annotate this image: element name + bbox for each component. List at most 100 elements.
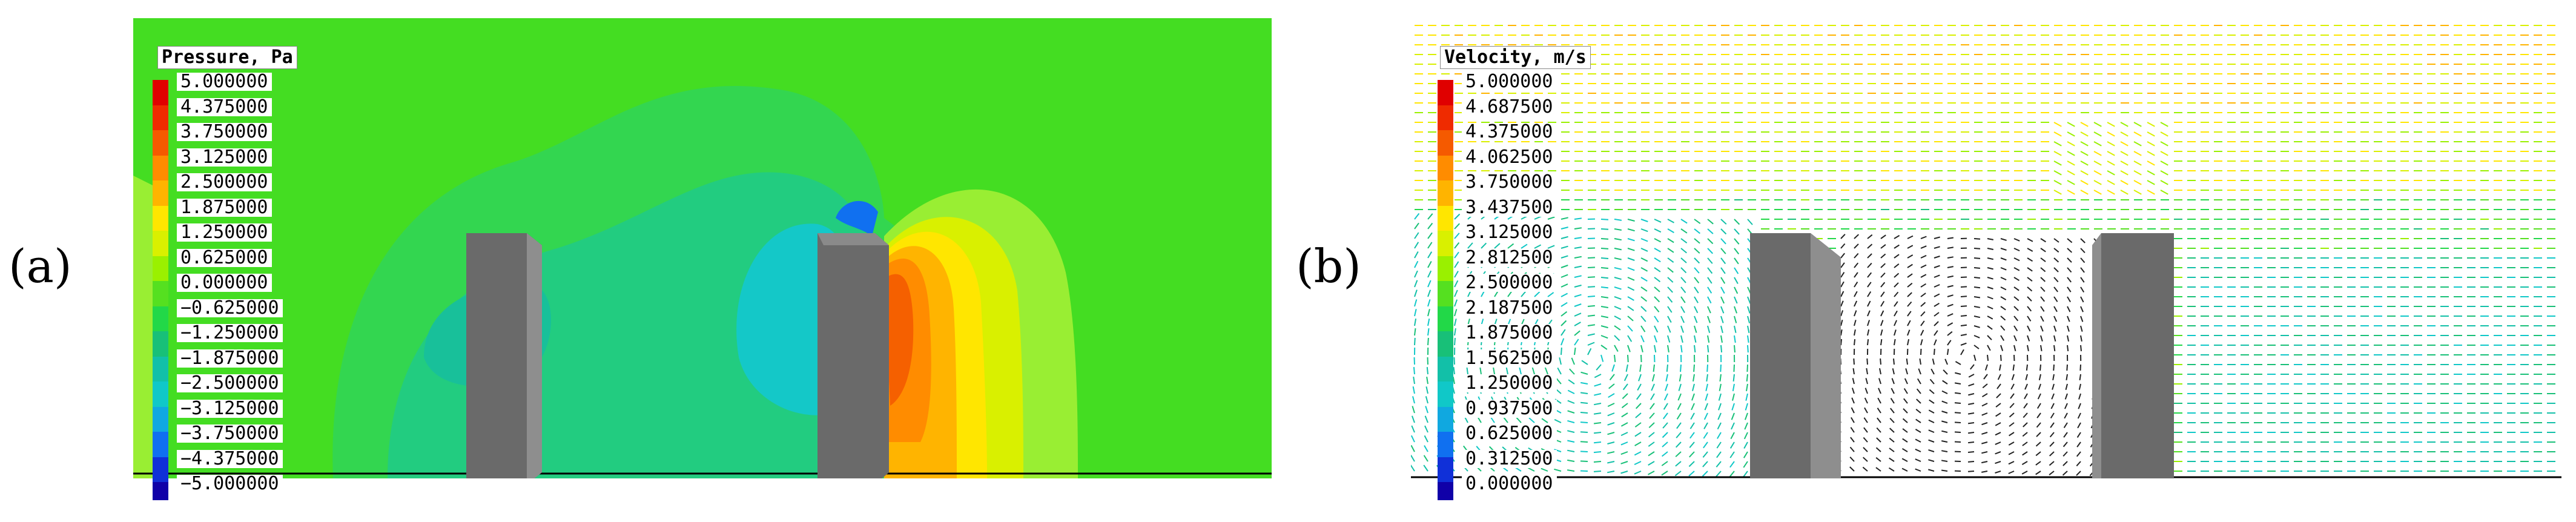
velocity-vector <box>1907 292 1912 297</box>
velocity-vector <box>1620 451 1628 455</box>
velocity-vector <box>1427 222 1433 230</box>
velocity-vector <box>1915 468 1921 472</box>
velocity-vector <box>2000 296 2007 300</box>
velocity-vector <box>1907 320 1911 326</box>
velocity-vector <box>1968 383 1975 387</box>
velocity-vector <box>1694 248 1700 254</box>
velocity-vector <box>2000 345 2004 351</box>
velocity-vector <box>1648 461 1655 466</box>
velocity-vector <box>2040 296 2045 302</box>
velocity-vector <box>1934 256 1940 259</box>
velocity-vector <box>1627 306 1634 311</box>
velocity-vector <box>1907 273 1913 278</box>
velocity-vector <box>2053 131 2062 137</box>
velocity-vector <box>1694 296 1699 303</box>
velocity-vector <box>1729 451 1735 458</box>
velocity-vector <box>1414 270 1418 278</box>
velocity-vector <box>1614 335 1620 342</box>
velocity-vector <box>1674 471 1682 477</box>
velocity-vector <box>1967 432 1975 434</box>
velocity-vector <box>1734 277 1739 284</box>
velocity-vector <box>1954 392 1961 394</box>
velocity-vector <box>1880 310 1884 317</box>
velocity-vector <box>1414 251 1419 259</box>
velocity-vector <box>1894 282 1899 288</box>
velocity-vector <box>2053 306 2058 312</box>
velocity-vector <box>1891 378 1895 385</box>
velocity-vector <box>2093 131 2102 137</box>
velocity-vector <box>2077 422 2081 429</box>
colorbar-segment <box>1438 281 1453 306</box>
colorbar-tick-label: −3.750000 <box>177 425 283 443</box>
velocity-vector <box>2013 345 2016 351</box>
velocity-vector <box>1636 393 1642 400</box>
colorbar-tick-label: 4.062500 <box>1462 148 1557 167</box>
velocity-vector <box>1627 267 1635 271</box>
velocity-vector <box>1854 320 1857 326</box>
velocity-vector <box>2160 160 2168 166</box>
velocity-vector <box>1567 449 1575 452</box>
velocity-vector <box>2021 471 2028 475</box>
velocity-vector <box>1654 238 1662 243</box>
velocity-vector <box>1902 418 1908 423</box>
velocity-vector <box>2067 248 2072 253</box>
velocity-vector <box>1720 228 1727 235</box>
velocity-vector <box>2000 267 2007 271</box>
velocity-vector <box>1414 309 1417 317</box>
velocity-vector <box>1880 329 1883 336</box>
colorbar-segment <box>153 155 168 180</box>
velocity-vector <box>1941 400 1948 404</box>
velocity-vector <box>2147 141 2155 147</box>
velocity-vector <box>1454 261 1459 268</box>
velocity-vector <box>1423 464 1428 472</box>
velocity-vector <box>1929 389 1935 394</box>
velocity-vector <box>2053 151 2062 156</box>
velocity-vector <box>1973 296 1981 299</box>
velocity-vector <box>2013 238 2020 242</box>
colorbar-tick-label: −4.375000 <box>177 449 283 468</box>
velocity-vector <box>1734 267 1739 274</box>
velocity-vector <box>1593 461 1602 463</box>
velocity-vector <box>1716 461 1722 467</box>
velocity-vector <box>2009 422 2015 427</box>
velocity-vector <box>1427 280 1432 288</box>
velocity-vector <box>1720 277 1726 284</box>
velocity-vector <box>1587 342 1595 346</box>
velocity-vector <box>1707 277 1712 284</box>
velocity-vector <box>2035 451 2041 457</box>
velocity-vector <box>1560 283 1568 288</box>
velocity-vector <box>1916 398 1921 404</box>
velocity-vector <box>1941 469 1948 472</box>
velocity-vector <box>1567 420 1575 423</box>
velocity-vector <box>2040 257 2046 262</box>
velocity-vector <box>1734 335 1736 343</box>
velocity-vector <box>1934 236 1940 239</box>
colorbar-segment <box>1438 482 1453 500</box>
panel-b-label: (b) <box>1296 239 1361 293</box>
velocity-vector <box>1865 378 1868 385</box>
velocity-vector <box>1947 340 1952 346</box>
colorbar-tick-label: 4.687500 <box>1462 97 1557 116</box>
velocity-vector <box>1995 422 2001 426</box>
velocity-vector <box>2160 190 2168 195</box>
velocity-vector <box>1574 237 1582 239</box>
velocity-vector <box>2067 345 2069 352</box>
velocity-colorbar <box>1438 80 1453 500</box>
velocity-vector <box>2067 296 2071 303</box>
velocity-vector <box>1934 284 1940 288</box>
velocity-vector <box>2040 286 2046 292</box>
velocity-vector <box>2035 461 2041 466</box>
velocity-vector <box>2008 461 2015 465</box>
velocity-vector <box>1694 267 1700 274</box>
velocity-vector <box>1890 398 1895 404</box>
velocity-vector <box>1593 441 1602 444</box>
velocity-vector <box>1894 339 1896 346</box>
velocity-vector <box>1876 437 1881 443</box>
velocity-vector <box>1413 367 1415 375</box>
velocity-vector <box>1694 335 1697 343</box>
velocity-vector <box>1719 383 1722 391</box>
velocity-vector <box>1676 412 1682 420</box>
velocity-vector <box>2107 131 2115 137</box>
velocity-vector <box>1427 309 1430 317</box>
velocity-vector <box>1414 242 1419 249</box>
